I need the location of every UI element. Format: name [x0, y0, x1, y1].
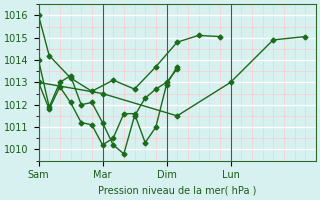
- X-axis label: Pression niveau de la mer( hPa ): Pression niveau de la mer( hPa ): [98, 186, 256, 196]
